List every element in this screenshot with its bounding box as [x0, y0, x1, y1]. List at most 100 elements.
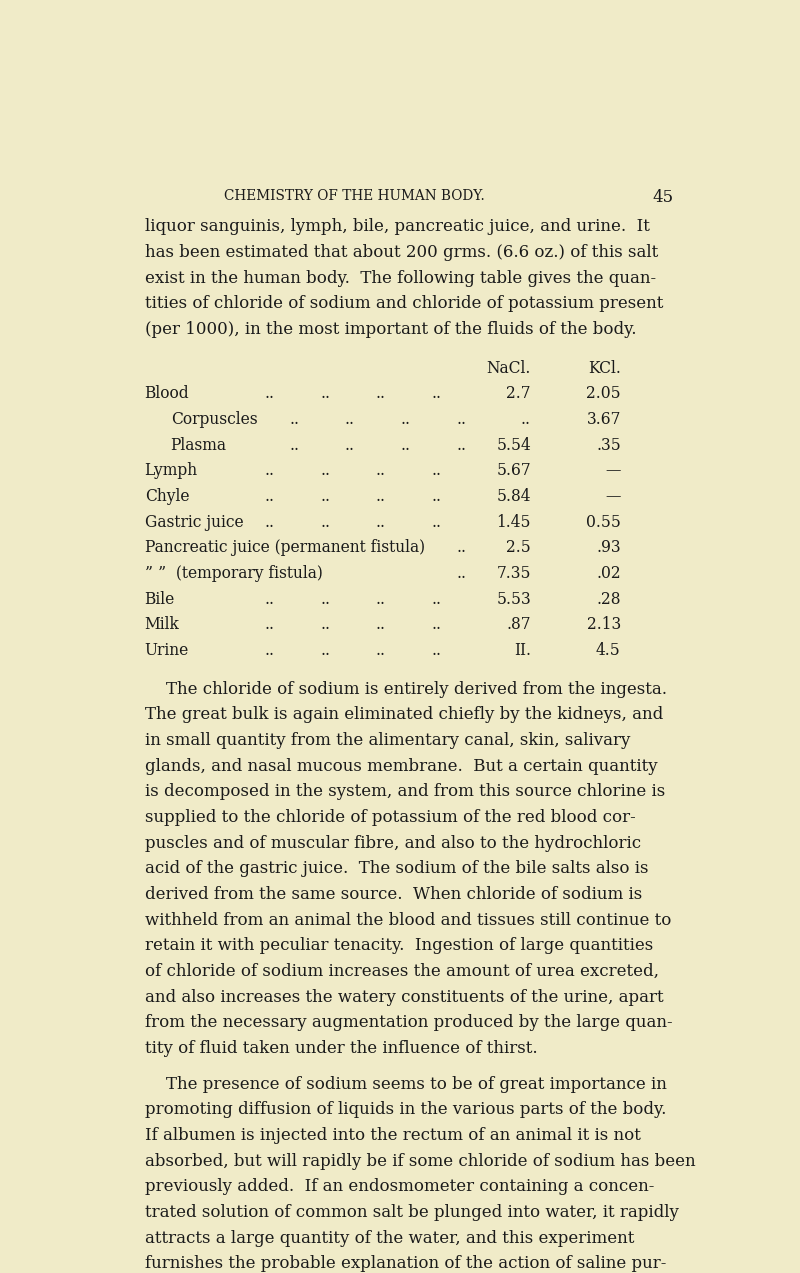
Text: ..: ..: [401, 411, 410, 428]
Text: ..: ..: [345, 411, 355, 428]
Text: (per 1000), in the most important of the fluids of the body.: (per 1000), in the most important of the…: [145, 321, 636, 339]
Text: ..: ..: [264, 488, 274, 505]
Text: ..: ..: [457, 437, 466, 453]
Text: ..: ..: [320, 591, 330, 607]
Text: .93: .93: [596, 540, 621, 556]
Text: supplied to the chloride of potassium of the red blood cor-: supplied to the chloride of potassium of…: [145, 808, 635, 826]
Text: —: —: [606, 488, 621, 505]
Text: —: —: [606, 462, 621, 480]
Text: absorbed, but will rapidly be if some chloride of sodium has been: absorbed, but will rapidly be if some ch…: [145, 1152, 695, 1170]
Text: ..: ..: [376, 514, 386, 531]
Text: ..: ..: [320, 642, 330, 659]
Text: ..: ..: [264, 514, 274, 531]
Text: ..: ..: [432, 386, 442, 402]
Text: puscles and of muscular fibre, and also to the hydrochloric: puscles and of muscular fibre, and also …: [145, 835, 641, 852]
Text: ” ”  (temporary fistula): ” ” (temporary fistula): [145, 565, 322, 582]
Text: acid of the gastric juice.  The sodium of the bile salts also is: acid of the gastric juice. The sodium of…: [145, 861, 648, 877]
Text: Chyle: Chyle: [145, 488, 189, 505]
Text: and also increases the watery constituents of the urine, apart: and also increases the watery constituen…: [145, 989, 663, 1006]
Text: The chloride of sodium is entirely derived from the ingesta.: The chloride of sodium is entirely deriv…: [145, 681, 666, 698]
Text: attracts a large quantity of the water, and this experiment: attracts a large quantity of the water, …: [145, 1230, 634, 1246]
Text: ..: ..: [376, 591, 386, 607]
Text: derived from the same source.  When chloride of sodium is: derived from the same source. When chlor…: [145, 886, 642, 903]
Text: exist in the human body.  The following table gives the quan-: exist in the human body. The following t…: [145, 270, 656, 286]
Text: 2.7: 2.7: [506, 386, 531, 402]
Text: ..: ..: [432, 616, 442, 634]
Text: ..: ..: [320, 488, 330, 505]
Text: Lymph: Lymph: [145, 462, 198, 480]
Text: ..: ..: [457, 411, 466, 428]
Text: ..: ..: [376, 642, 386, 659]
Text: ..: ..: [401, 437, 410, 453]
Text: ..: ..: [289, 411, 299, 428]
Text: previously added.  If an endosmometer containing a concen-: previously added. If an endosmometer con…: [145, 1179, 654, 1195]
Text: in small quantity from the alimentary canal, skin, salivary: in small quantity from the alimentary ca…: [145, 732, 630, 749]
Text: tity of fluid taken under the influence of thirst.: tity of fluid taken under the influence …: [145, 1040, 538, 1057]
Text: ..: ..: [264, 616, 274, 634]
Text: KCl.: KCl.: [588, 359, 621, 377]
Text: .28: .28: [596, 591, 621, 607]
Text: Corpuscles: Corpuscles: [170, 411, 258, 428]
Text: from the necessary augmentation produced by the large quan-: from the necessary augmentation produced…: [145, 1015, 672, 1031]
Text: ..: ..: [457, 540, 466, 556]
Text: of chloride of sodium increases the amount of urea excreted,: of chloride of sodium increases the amou…: [145, 962, 658, 980]
Text: 2.5: 2.5: [506, 540, 531, 556]
Text: ..: ..: [432, 642, 442, 659]
Text: furnishes the probable explanation of the action of saline pur-: furnishes the probable explanation of th…: [145, 1255, 666, 1272]
Text: ..: ..: [376, 386, 386, 402]
Text: liquor sanguinis, lymph, bile, pancreatic juice, and urine.  It: liquor sanguinis, lymph, bile, pancreati…: [145, 219, 650, 236]
Text: 2.05: 2.05: [586, 386, 621, 402]
Text: ..: ..: [264, 386, 274, 402]
Text: ..: ..: [432, 462, 442, 480]
Text: NaCl.: NaCl.: [486, 359, 531, 377]
Text: 5.54: 5.54: [496, 437, 531, 453]
Text: ..: ..: [320, 616, 330, 634]
Text: ..: ..: [289, 437, 299, 453]
Text: ..: ..: [320, 514, 330, 531]
Text: Urine: Urine: [145, 642, 189, 659]
Text: ..: ..: [376, 616, 386, 634]
Text: Blood: Blood: [145, 386, 190, 402]
Text: .35: .35: [596, 437, 621, 453]
Text: ..: ..: [376, 462, 386, 480]
Text: 5.84: 5.84: [496, 488, 531, 505]
Text: ..: ..: [264, 591, 274, 607]
Text: ..: ..: [376, 488, 386, 505]
Text: ..: ..: [457, 565, 466, 582]
Text: promoting diffusion of liquids in the various parts of the body.: promoting diffusion of liquids in the va…: [145, 1101, 666, 1118]
Text: CHEMISTRY OF THE HUMAN BODY.: CHEMISTRY OF THE HUMAN BODY.: [224, 188, 485, 202]
Text: ..: ..: [345, 437, 355, 453]
Text: The presence of sodium seems to be of great importance in: The presence of sodium seems to be of gr…: [145, 1076, 666, 1092]
Text: If albumen is injected into the rectum of an animal it is not: If albumen is injected into the rectum o…: [145, 1127, 641, 1144]
Text: The great bulk is again eliminated chiefly by the kidneys, and: The great bulk is again eliminated chief…: [145, 707, 663, 723]
Text: ..: ..: [432, 591, 442, 607]
Text: 7.35: 7.35: [496, 565, 531, 582]
Text: II.: II.: [514, 642, 531, 659]
Text: Plasma: Plasma: [170, 437, 226, 453]
Text: ..: ..: [264, 462, 274, 480]
Text: ..: ..: [432, 488, 442, 505]
Text: ..: ..: [264, 642, 274, 659]
Text: withheld from an animal the blood and tissues still continue to: withheld from an animal the blood and ti…: [145, 911, 671, 928]
Text: trated solution of common salt be plunged into water, it rapidly: trated solution of common salt be plunge…: [145, 1204, 678, 1221]
Text: Bile: Bile: [145, 591, 175, 607]
Text: Gastric juice: Gastric juice: [145, 514, 243, 531]
Text: has been estimated that about 200 grms. (6.6 oz.) of this salt: has been estimated that about 200 grms. …: [145, 244, 658, 261]
Text: tities of chloride of sodium and chloride of potassium present: tities of chloride of sodium and chlorid…: [145, 295, 663, 312]
Text: is decomposed in the system, and from this source chlorine is: is decomposed in the system, and from th…: [145, 783, 665, 801]
Text: 3.67: 3.67: [586, 411, 621, 428]
Text: .87: .87: [506, 616, 531, 634]
Text: 4.5: 4.5: [596, 642, 621, 659]
Text: .02: .02: [596, 565, 621, 582]
Text: 0.55: 0.55: [586, 514, 621, 531]
Text: glands, and nasal mucous membrane.  But a certain quantity: glands, and nasal mucous membrane. But a…: [145, 757, 658, 774]
Text: ..: ..: [521, 411, 531, 428]
Text: 5.67: 5.67: [496, 462, 531, 480]
Text: 45: 45: [652, 188, 674, 206]
Text: 5.53: 5.53: [496, 591, 531, 607]
Text: ..: ..: [320, 462, 330, 480]
Text: ..: ..: [432, 514, 442, 531]
Text: Milk: Milk: [145, 616, 179, 634]
Text: 1.45: 1.45: [496, 514, 531, 531]
Text: 2.13: 2.13: [586, 616, 621, 634]
